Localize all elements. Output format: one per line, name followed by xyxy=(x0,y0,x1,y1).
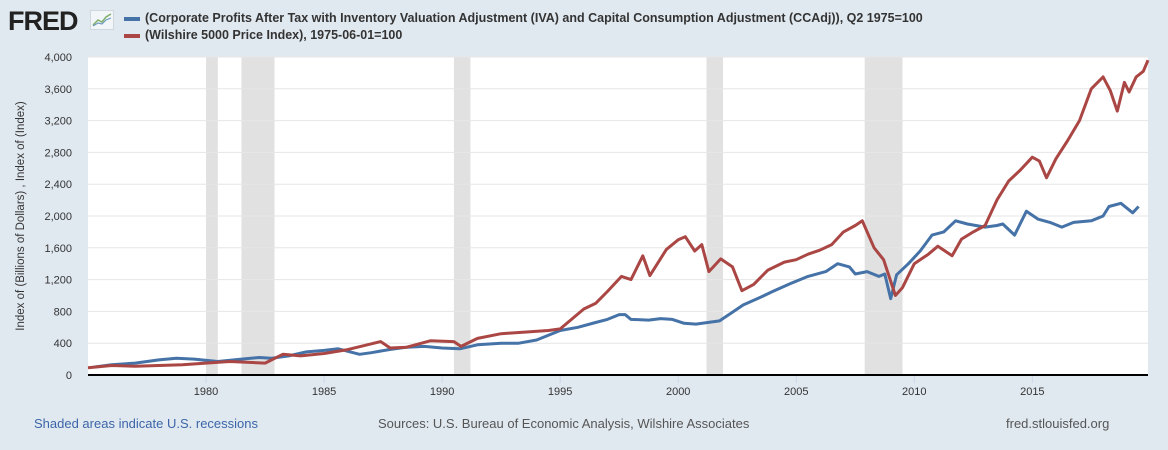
y-tick-label: 400 xyxy=(54,338,72,350)
legend-swatch-series2 xyxy=(124,33,140,38)
x-axis-ticks: 1980 1985 1990 1995 2000 2005 2010 2015 xyxy=(194,375,1045,398)
legend-label-series2: (Wilshire 5000 Price Index), 1975-06-01=… xyxy=(145,28,403,42)
x-tick-label: 2010 xyxy=(902,386,926,398)
x-tick-label: 2000 xyxy=(666,386,690,398)
x-tick-label: 1980 xyxy=(194,386,218,398)
series-lines xyxy=(87,59,1150,370)
legend-item-corporate-profits[interactable]: (Corporate Profits After Tax with Invent… xyxy=(124,10,923,27)
y-tick-label: 0 xyxy=(66,370,72,382)
y-tick-label: 3,600 xyxy=(44,84,72,96)
line-chart: 0 400 800 1,200 1,600 2,000 2,400 2,800 3,200 3,6… xyxy=(15,52,1150,398)
chart-line-icon xyxy=(90,10,114,30)
series-line-corporate-profits[interactable] xyxy=(93,201,1140,369)
y-tick-label: 800 xyxy=(54,306,72,318)
chart-legend: (Corporate Profits After Tax with Invent… xyxy=(124,10,923,44)
y-axis-ticks: 0 400 800 1,200 1,600 2,000 2,400 2,800 3,200 3,6… xyxy=(44,52,72,382)
x-tick-label: 1990 xyxy=(430,386,454,398)
sources-text: Sources: U.S. Bureau of Economic Analysi… xyxy=(378,416,750,431)
y-tick-label: 2,400 xyxy=(44,179,72,191)
y-tick-label: 1,200 xyxy=(44,275,72,287)
legend-swatch-series1 xyxy=(124,16,140,21)
x-tick-label: 1985 xyxy=(312,386,336,398)
x-tick-label: 2015 xyxy=(1020,386,1044,398)
y-tick-label: 3,200 xyxy=(44,116,72,128)
y-tick-label: 1,600 xyxy=(44,243,72,255)
y-tick-label: 2,800 xyxy=(44,147,72,159)
recession-note-link[interactable]: Shaded areas indicate U.S. recessions xyxy=(34,416,259,431)
site-link[interactable]: fred.stlouisfed.org xyxy=(1006,416,1110,431)
y-tick-label: 2,000 xyxy=(44,211,72,223)
fred-logo[interactable]: FRED xyxy=(8,6,78,36)
x-tick-label: 1995 xyxy=(548,386,572,398)
series-line-wilshire-5000[interactable] xyxy=(87,59,1150,370)
y-axis-label: Index of (Billions of Dollars) , Index o… xyxy=(15,101,27,331)
grid-lines xyxy=(88,56,1148,344)
x-tick-label: 2005 xyxy=(784,386,808,398)
y-tick-label: 4,000 xyxy=(44,52,72,64)
legend-label-series1: (Corporate Profits After Tax with Invent… xyxy=(145,11,923,25)
legend-item-wilshire[interactable]: (Wilshire 5000 Price Index), 1975-06-01=… xyxy=(124,27,923,44)
